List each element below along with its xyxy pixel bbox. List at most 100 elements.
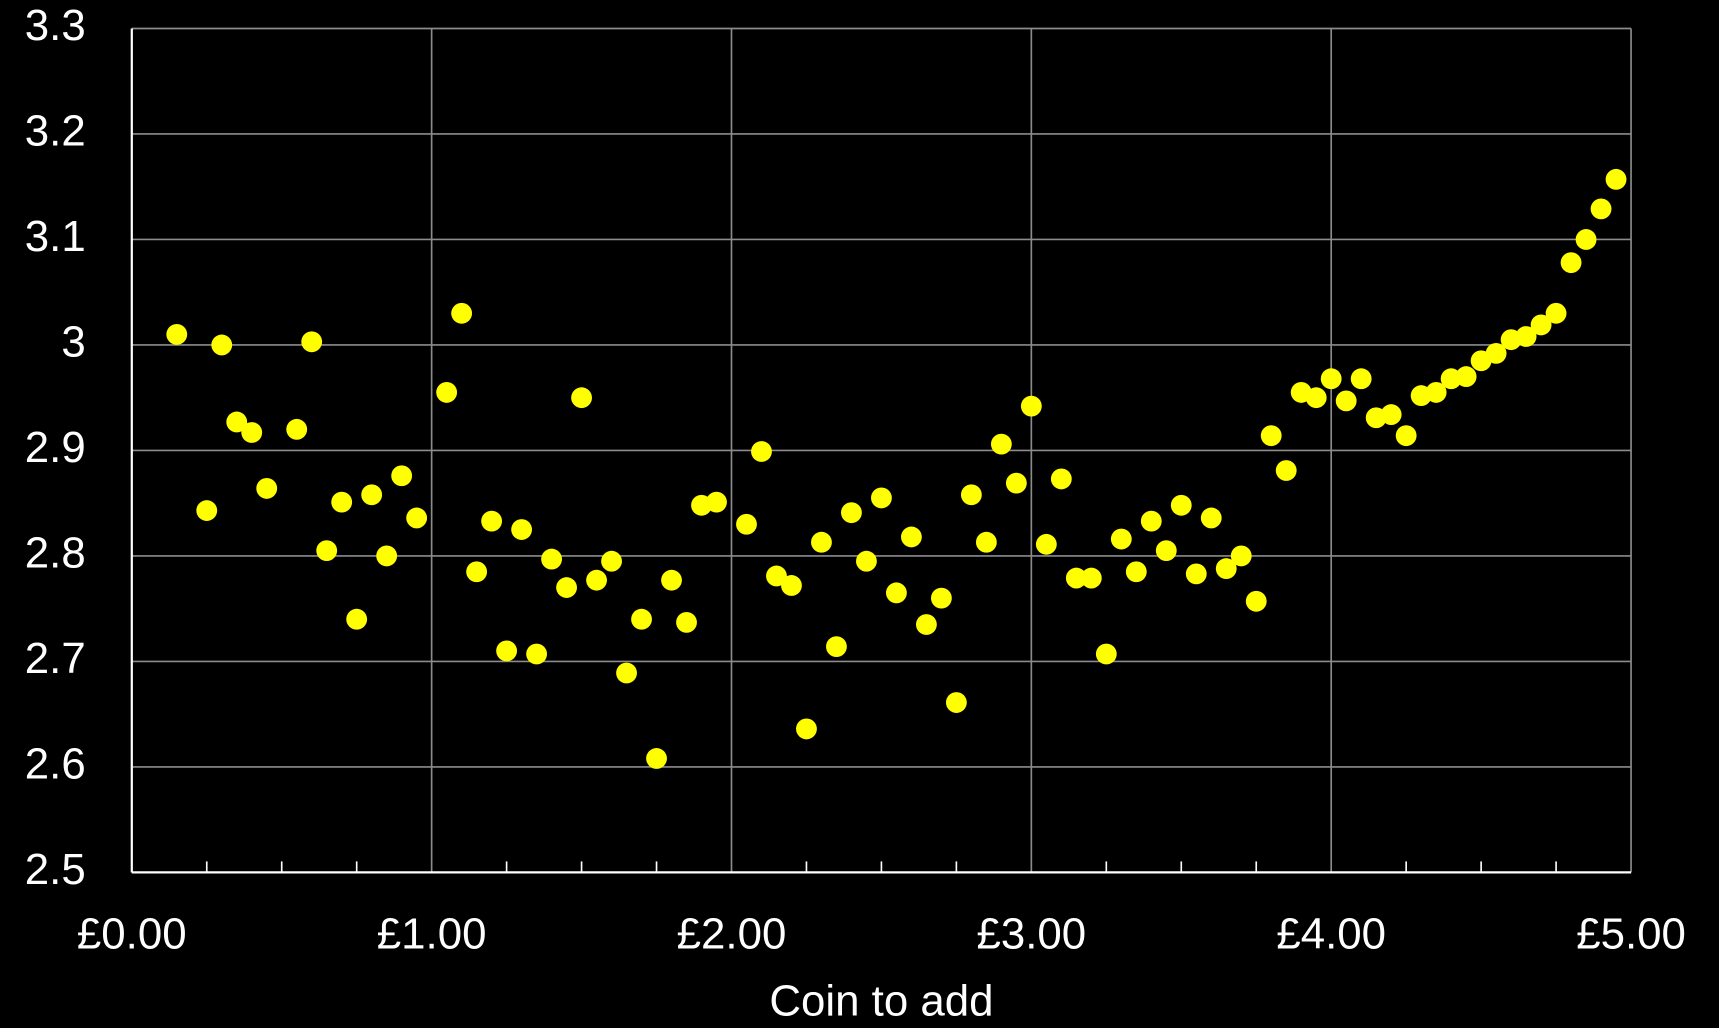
point <box>766 565 787 587</box>
point <box>1455 366 1477 388</box>
point <box>826 636 847 658</box>
point <box>1080 567 1102 589</box>
x-tick-label: £2.00 <box>677 910 787 959</box>
x-tick-label: £4.00 <box>1276 910 1386 959</box>
point <box>1515 326 1537 347</box>
point <box>1590 198 1612 220</box>
point <box>1185 563 1207 585</box>
x-tick-label: £5.00 <box>1576 910 1686 959</box>
point <box>286 418 308 440</box>
point <box>811 531 832 553</box>
point <box>1110 528 1132 550</box>
point <box>556 577 577 598</box>
point <box>1005 472 1027 494</box>
point <box>586 569 607 591</box>
point <box>196 500 218 521</box>
point <box>331 491 353 513</box>
x-tick-label: £1.00 <box>377 910 487 959</box>
point <box>856 550 877 572</box>
point <box>1020 395 1042 417</box>
point <box>1395 425 1417 447</box>
y-tick-label: 2.5 <box>25 845 86 894</box>
point <box>841 502 862 524</box>
point <box>496 640 518 662</box>
point <box>1050 468 1072 490</box>
y-tick-label: 3.2 <box>25 107 86 156</box>
point <box>886 582 907 604</box>
x-axis-label: Coin to add <box>769 976 993 1025</box>
point <box>1230 545 1252 567</box>
point <box>706 491 727 513</box>
point <box>751 441 772 462</box>
point <box>1320 368 1342 390</box>
point <box>241 422 263 443</box>
point <box>1170 494 1192 516</box>
point <box>631 608 652 630</box>
point <box>676 611 697 633</box>
y-tick-label: 2.7 <box>25 634 86 683</box>
point <box>616 662 637 684</box>
point <box>346 608 368 630</box>
x-tick-label: £0.00 <box>77 910 187 959</box>
point <box>1275 460 1297 481</box>
point <box>1425 382 1447 403</box>
point <box>1605 168 1627 190</box>
y-tick-label: 2.9 <box>25 423 86 472</box>
point <box>526 643 548 665</box>
point <box>451 302 473 324</box>
point <box>1545 302 1567 324</box>
point <box>1485 342 1507 364</box>
point <box>301 331 323 353</box>
point <box>1200 507 1222 529</box>
point <box>960 484 982 506</box>
point <box>736 513 757 535</box>
point <box>1065 567 1087 589</box>
point <box>601 550 622 572</box>
point <box>1530 314 1552 336</box>
point <box>661 569 682 591</box>
point <box>1245 590 1267 612</box>
y-tick-label: 2.8 <box>25 528 86 577</box>
point <box>1305 387 1327 409</box>
point <box>1335 390 1357 412</box>
point <box>316 540 338 562</box>
point <box>226 411 248 433</box>
point <box>1350 368 1372 390</box>
point <box>406 507 428 529</box>
point <box>166 323 188 345</box>
point <box>571 387 592 409</box>
point <box>1560 252 1582 274</box>
y-tick-label: 3.3 <box>25 1 86 50</box>
point <box>1215 558 1237 579</box>
point <box>1095 643 1117 665</box>
point <box>646 748 667 769</box>
point <box>1380 404 1402 425</box>
point <box>1035 533 1057 555</box>
point <box>1260 425 1282 447</box>
point <box>930 587 952 609</box>
x-tick-label: £3.00 <box>977 910 1087 959</box>
point <box>211 334 233 356</box>
point <box>541 548 562 570</box>
point <box>391 465 413 487</box>
point <box>796 718 817 740</box>
point <box>1155 540 1177 562</box>
point <box>1125 561 1147 583</box>
point <box>900 526 922 548</box>
point <box>1575 229 1597 250</box>
point <box>436 382 458 403</box>
point <box>466 561 488 583</box>
y-tick-label: 3 <box>61 318 85 367</box>
point <box>376 545 398 567</box>
point <box>781 575 802 596</box>
point <box>1140 510 1162 532</box>
point <box>361 484 383 506</box>
point <box>511 519 533 540</box>
point <box>990 433 1012 455</box>
point <box>256 477 278 499</box>
point <box>481 510 503 532</box>
point <box>871 487 892 509</box>
point <box>945 692 967 713</box>
y-tick-label: 3.1 <box>25 212 86 261</box>
